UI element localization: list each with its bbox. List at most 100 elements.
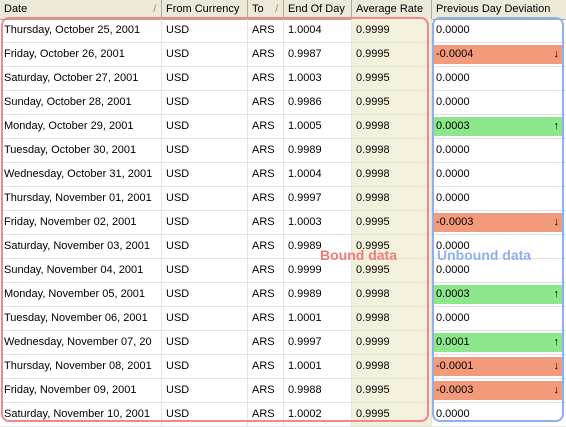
cell-end-of-day[interactable]: 0.9997 [284,331,352,354]
cell-date[interactable]: Monday, October 29, 2001 [0,115,162,138]
cell-date[interactable]: Sunday, November 04, 2001 [0,259,162,282]
cell-from-currency[interactable]: USD [162,355,248,378]
cell-date[interactable]: Saturday, November 03, 2001 [0,235,162,258]
table-row[interactable]: Tuesday, October 30, 2001 USD ARS 0.9989 0.9… [0,139,566,163]
cell-to[interactable]: ARS [248,115,284,138]
cell-end-of-day[interactable]: 1.0001 [284,307,352,330]
cell-to[interactable]: ARS [248,235,284,258]
table-row[interactable]: Monday, October 29, 2001 USD ARS 1.0005 0.99… [0,115,566,139]
cell-end-of-day[interactable]: 1.0005 [284,115,352,138]
cell-end-of-day[interactable]: 0.9989 [284,235,352,258]
cell-date[interactable]: Friday, October 26, 2001 [0,43,162,66]
table-row[interactable]: Friday, October 26, 2001 USD ARS 0.9987 0.99… [0,43,566,67]
cell-average-rate[interactable]: 0.9998 [352,283,432,306]
cell-from-currency[interactable]: USD [162,307,248,330]
table-row[interactable]: Wednesday, October 31, 2001 USD ARS 1.0004 0… [0,163,566,187]
cell-previous-day-deviation[interactable]: 0.0000 [432,259,566,282]
cell-to[interactable]: ARS [248,67,284,90]
cell-date[interactable]: Friday, November 02, 2001 [0,211,162,234]
cell-average-rate[interactable]: 0.9995 [352,67,432,90]
cell-date[interactable]: Monday, November 05, 2001 [0,283,162,306]
cell-date[interactable]: Wednesday, November 07, 20 [0,331,162,354]
cell-from-currency[interactable]: USD [162,235,248,258]
cell-from-currency[interactable]: USD [162,19,248,42]
cell-previous-day-deviation[interactable]: -0.0003 ↓ [432,379,566,402]
table-row[interactable]: Saturday, November 10, 2001 USD ARS 1.0002 0… [0,403,566,427]
cell-from-currency[interactable]: USD [162,283,248,306]
cell-average-rate[interactable]: 0.9995 [352,235,432,258]
column-header-average-rate[interactable]: Average Rate [352,0,432,19]
cell-to[interactable]: ARS [248,187,284,210]
cell-previous-day-deviation[interactable]: 0.0000 [432,67,566,90]
cell-previous-day-deviation[interactable]: -0.0004 ↓ [432,43,566,66]
cell-from-currency[interactable]: USD [162,67,248,90]
cell-end-of-day[interactable]: 0.9987 [284,43,352,66]
cell-average-rate[interactable]: 0.9998 [352,139,432,162]
cell-to[interactable]: ARS [248,43,284,66]
cell-previous-day-deviation[interactable]: 0.0003 ↑ [432,283,566,306]
cell-to[interactable]: ARS [248,211,284,234]
cell-previous-day-deviation[interactable]: -0.0003 ↓ [432,211,566,234]
cell-from-currency[interactable]: USD [162,259,248,282]
cell-from-currency[interactable]: USD [162,163,248,186]
cell-end-of-day[interactable]: 1.0001 [284,355,352,378]
cell-average-rate[interactable]: 0.9998 [352,115,432,138]
cell-to[interactable]: ARS [248,283,284,306]
cell-end-of-day[interactable]: 0.9988 [284,379,352,402]
cell-average-rate[interactable]: 0.9999 [352,331,432,354]
cell-average-rate[interactable]: 0.9995 [352,259,432,282]
column-header-previous-day-deviation[interactable]: Previous Day Deviation [432,0,566,19]
table-row[interactable]: Sunday, October 28, 2001 USD ARS 0.9986 0.99… [0,91,566,115]
cell-previous-day-deviation[interactable]: 0.0000 [432,403,566,426]
cell-from-currency[interactable]: USD [162,403,248,426]
cell-date[interactable]: Tuesday, October 30, 2001 [0,139,162,162]
column-header-end-of-day[interactable]: End Of Day [284,0,352,19]
cell-from-currency[interactable]: USD [162,211,248,234]
cell-average-rate[interactable]: 0.9998 [352,163,432,186]
cell-date[interactable]: Wednesday, October 31, 2001 [0,163,162,186]
cell-previous-day-deviation[interactable]: 0.0000 [432,19,566,42]
cell-to[interactable]: ARS [248,91,284,114]
cell-from-currency[interactable]: USD [162,187,248,210]
cell-to[interactable]: ARS [248,331,284,354]
table-row[interactable]: Thursday, November 08, 2001 USD ARS 1.0001 0… [0,355,566,379]
cell-to[interactable]: ARS [248,379,284,402]
cell-average-rate[interactable]: 0.9998 [352,307,432,330]
cell-date[interactable]: Thursday, October 25, 2001 [0,19,162,42]
cell-from-currency[interactable]: USD [162,139,248,162]
cell-end-of-day[interactable]: 1.0003 [284,211,352,234]
cell-end-of-day[interactable]: 1.0002 [284,403,352,426]
cell-average-rate[interactable]: 0.9995 [352,211,432,234]
cell-to[interactable]: ARS [248,355,284,378]
cell-average-rate[interactable]: 0.9995 [352,403,432,426]
table-row[interactable]: Friday, November 09, 2001 USD ARS 0.9988 0.9… [0,379,566,403]
cell-average-rate[interactable]: 0.9995 [352,91,432,114]
cell-to[interactable]: ARS [248,19,284,42]
cell-average-rate[interactable]: 0.9995 [352,43,432,66]
cell-end-of-day[interactable]: 0.9989 [284,139,352,162]
table-row[interactable]: Thursday, November 01, 2001 USD ARS 0.9997 0… [0,187,566,211]
cell-end-of-day[interactable]: 0.9997 [284,187,352,210]
cell-date[interactable]: Sunday, October 28, 2001 [0,91,162,114]
table-row[interactable]: Sunday, November 04, 2001 USD ARS 0.9999 0.9… [0,259,566,283]
cell-date[interactable]: Tuesday, November 06, 2001 [0,307,162,330]
cell-previous-day-deviation[interactable]: 0.0000 [432,307,566,330]
cell-date[interactable]: Thursday, November 08, 2001 [0,355,162,378]
table-row[interactable]: Friday, November 02, 2001 USD ARS 1.0003 0.9… [0,211,566,235]
cell-average-rate[interactable]: 0.9999 [352,19,432,42]
table-row[interactable]: Tuesday, November 06, 2001 USD ARS 1.0001 0.… [0,307,566,331]
cell-end-of-day[interactable]: 0.9989 [284,283,352,306]
cell-previous-day-deviation[interactable]: 0.0000 [432,139,566,162]
cell-previous-day-deviation[interactable]: 0.0000 [432,235,566,258]
table-row[interactable]: Saturday, November 03, 2001 USD ARS 0.9989 0… [0,235,566,259]
cell-end-of-day[interactable]: 0.9999 [284,259,352,282]
table-row[interactable]: Wednesday, November 07, 20 USD ARS 0.9997 0.… [0,331,566,355]
cell-from-currency[interactable]: USD [162,91,248,114]
cell-from-currency[interactable]: USD [162,43,248,66]
cell-from-currency[interactable]: USD [162,331,248,354]
cell-date[interactable]: Saturday, October 27, 2001 [0,67,162,90]
cell-previous-day-deviation[interactable]: -0.0001 ↓ [432,355,566,378]
cell-previous-day-deviation[interactable]: 0.0003 ↑ [432,115,566,138]
cell-previous-day-deviation[interactable]: 0.0001 ↑ [432,331,566,354]
cell-to[interactable]: ARS [248,259,284,282]
